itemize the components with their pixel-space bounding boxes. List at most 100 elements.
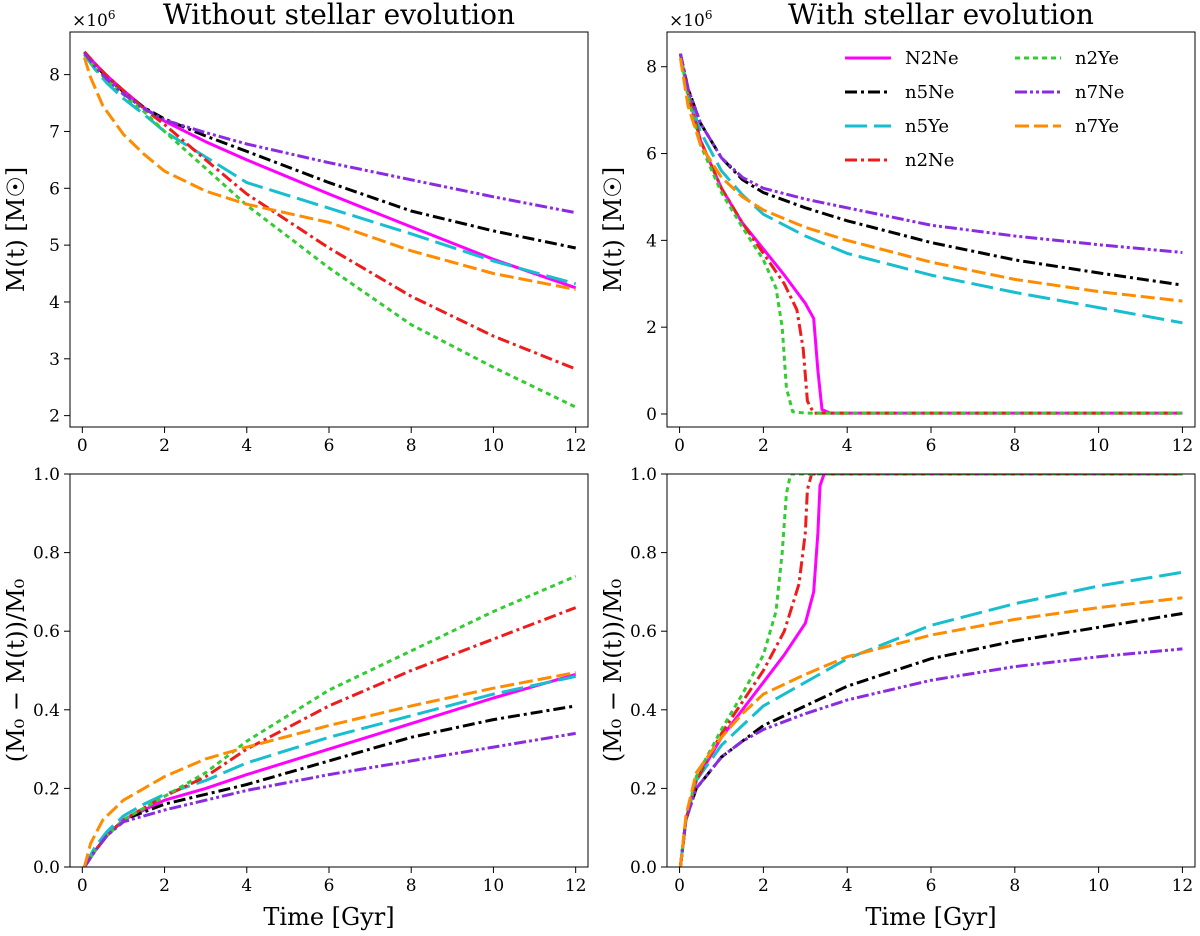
series-line-N2Ne [678,474,1183,867]
axes-frame [69,31,589,428]
x-tick-label: 12 [1172,876,1194,896]
legend-label-N2Ne: N2Ne [905,48,959,69]
series-line-n5N [83,50,577,250]
y-axis-label: (M₀ − M(t))/M₀ [2,579,30,763]
y-tick-label: 0 [646,405,657,425]
panel-bottom-left: 0 2 4 6 8 10 12 0.0 0.2 0.4 0.6 0.8 1.0 (M₀ − M(t))/M… [2,465,589,931]
y-tick-label: 0.8 [630,544,657,564]
x-tick-label: 2 [758,436,769,456]
y-tick-label: 0.0 [630,858,657,878]
series-line-N2Ne [678,53,1183,415]
x-tick-label: 10 [1088,876,1110,896]
series-line-n2Ye [678,53,1183,415]
x-tick-label: 0 [77,436,88,456]
y-tick-label: 7 [49,122,60,142]
series-line-n2Ne [678,53,1183,415]
series-line-n5Y [83,53,577,286]
legend-label-n2Ne: n2Ne [905,150,954,171]
series-group [82,50,577,409]
series-line-n7Ne [678,647,1183,867]
x-tick-label: 4 [241,436,252,456]
x-tick-label: 8 [1009,876,1020,896]
legend-label-n5Ne: n5Ne [905,82,954,103]
series-line-n5Ye [678,570,1183,867]
x-tick-label: 12 [565,876,587,896]
y-tick-label: 0.4 [33,701,60,721]
legend-label-n7Ye: n7Ye [1075,116,1119,137]
series-line-n5Ye [678,53,1183,325]
series-line-n2Ne [678,474,1183,867]
series-group [678,53,1183,415]
series-line-n7Y [82,671,576,867]
series-line-n2Y [83,53,577,409]
y-tick-label: 4 [49,293,60,313]
panel-title: Without stellar evolution [163,0,515,31]
x-tick-label: 0 [674,436,685,456]
x-tick-label: 10 [483,436,505,456]
x-tick-label: 0 [674,876,685,896]
y-tick-label: 0.4 [630,701,657,721]
legend-label-n5Ye: n5Ye [905,116,949,137]
x-tick-label: 8 [1009,436,1020,456]
y-tick-label: 3 [49,350,60,370]
y-tick-label: 0.0 [33,858,60,878]
x-tick-label: 2 [159,436,170,456]
legend-label-n2Ye: n2Ye [1075,48,1119,69]
y-tick-label: 1.0 [630,465,657,485]
series-line-n7N [83,731,576,867]
x-tick-label: 6 [324,436,335,456]
series-line-n2Y [83,574,577,867]
series-line-n2N [83,606,577,867]
x-tick-label: 4 [842,436,853,456]
panel-title: With stellar evolution [788,0,1094,31]
axes-frame [666,473,1196,868]
y-tick-label: 0.2 [630,779,657,799]
panel-top-right: 0 2 4 6 8 10 12 0 2 4 6 8 With stellar evolution ×106… [599,0,1196,456]
y-tick-label: 4 [646,231,657,251]
y-axis-label: M(t) [M☉] [2,167,30,292]
panel-bottom-right: 0 2 4 6 8 10 12 0.0 0.2 0.4 0.6 0.8 1.0 (M₀ − M(t))/M… [599,465,1196,931]
y-tick-label: 0.2 [33,779,60,799]
axis-offset-exponent: 6 [705,8,713,22]
series-line-n2N [83,50,577,371]
x-tick-label: 2 [159,876,170,896]
x-tick-label: 12 [1172,436,1194,456]
x-tick-label: 4 [842,876,853,896]
x-tick-label: 6 [926,436,937,456]
series-line-N2N [83,672,577,867]
series-line-n5N [83,704,576,867]
axis-offset-label: ×106 [72,8,116,31]
x-tick-label: 8 [406,436,417,456]
series-line-n7Ne [678,53,1183,254]
series-group [82,574,577,867]
axis-offset-label: ×106 [669,8,713,31]
y-tick-label: 1.0 [33,465,60,485]
series-line-n5Ne [678,53,1183,287]
y-tick-label: 0.6 [630,622,657,642]
series-line-n2Ye [678,474,1183,867]
y-tick-label: 2 [646,318,657,338]
x-tick-label: 2 [758,876,769,896]
x-tick-label: 10 [1088,436,1110,456]
y-tick-label: 6 [646,145,657,165]
x-tick-label: 10 [483,876,505,896]
series-line-n7Ye [678,57,1183,303]
y-tick-label: 5 [49,236,60,256]
series-line-n5Y [83,674,577,867]
series-line-n5Ne [678,612,1183,867]
x-tick-label: 8 [406,876,417,896]
series-line-n7Y [82,57,576,291]
y-tick-label: 8 [49,66,60,86]
legend-label-n7Ne: n7Ne [1075,82,1124,103]
x-tick-label: 0 [77,876,88,896]
x-tick-label: 6 [926,876,937,896]
x-tick-label: 4 [241,876,252,896]
x-axis-label: Time [Gyr] [865,903,996,931]
y-tick-label: 2 [49,407,60,427]
series-group [678,474,1183,867]
y-tick-label: 0.6 [33,622,60,642]
y-tick-label: 6 [49,179,60,199]
series-line-n7Ye [678,596,1183,867]
